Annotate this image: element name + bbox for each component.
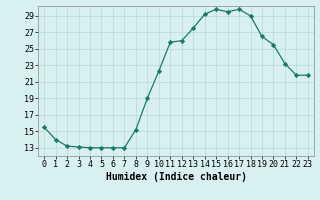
X-axis label: Humidex (Indice chaleur): Humidex (Indice chaleur) xyxy=(106,172,246,182)
